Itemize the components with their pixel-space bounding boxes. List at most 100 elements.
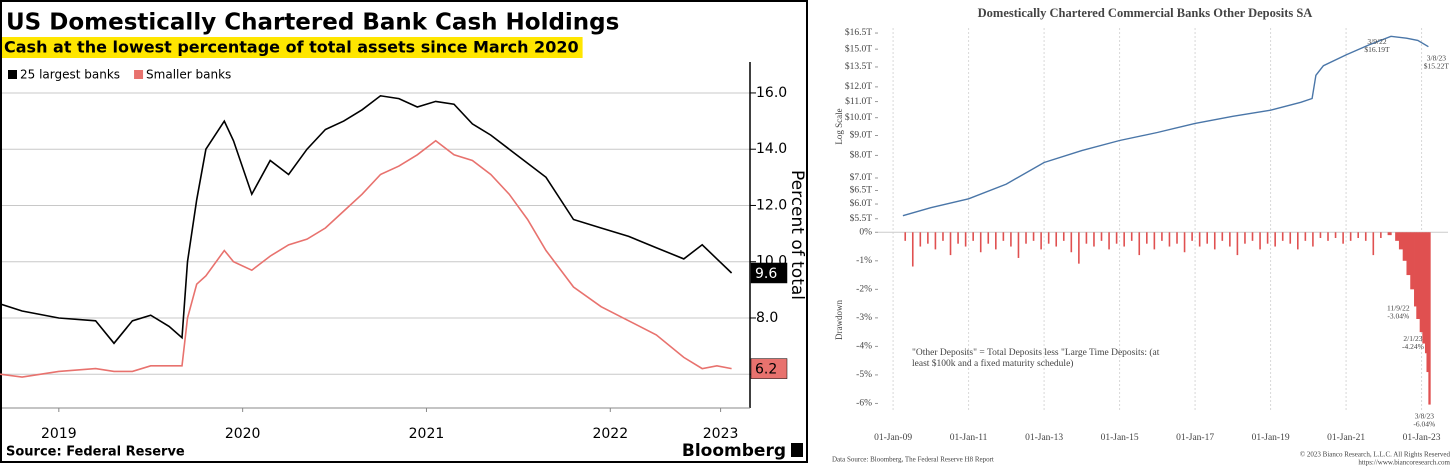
y-tick-label: $7.0T: [850, 172, 873, 183]
bar: [1198, 232, 1201, 247]
bar: [1422, 232, 1426, 344]
y-tick-label: $6.0T: [850, 198, 873, 209]
bar: [1289, 232, 1292, 244]
legend-swatch: [134, 70, 144, 79]
bar: [911, 232, 914, 267]
bar: [1419, 232, 1423, 333]
bar: [1342, 232, 1344, 244]
legend-label: 25 largest banks: [20, 68, 120, 82]
y-tick-label: -4%: [856, 342, 872, 352]
y-tick-label: $5.5T: [850, 213, 873, 224]
bar: [1017, 232, 1020, 258]
bar: [1312, 232, 1314, 247]
bar: [1002, 232, 1005, 241]
bar: [1334, 232, 1337, 238]
bar: [1047, 232, 1050, 244]
y-tick-label: 0%: [859, 227, 872, 237]
x-tick-label: 01-Jan-19: [1252, 433, 1290, 443]
bar: [1085, 232, 1088, 244]
copyright: © 2023 Bianco Research, L.L.C. All Right…: [1300, 451, 1451, 459]
bar: [1213, 232, 1216, 250]
y-tick-label: -5%: [856, 370, 872, 380]
series-line: [0, 94, 733, 345]
bar: [964, 232, 967, 247]
x-tick-label: 2021: [409, 426, 445, 442]
bar: [1387, 232, 1392, 236]
bar: [1221, 232, 1224, 241]
bar: [1108, 232, 1110, 250]
y-tick-label: 16.0: [756, 85, 787, 101]
bar: [1025, 232, 1027, 244]
bar: [1428, 232, 1431, 405]
y-tick-label: $10.0T: [845, 112, 872, 123]
y-tick-label: -1%: [856, 256, 872, 266]
bar: [1236, 232, 1239, 256]
bar: [1402, 232, 1407, 261]
bar: [1130, 232, 1133, 241]
annotation: 3/8/23: [1427, 53, 1446, 62]
x-tick-label: 01-Jan-13: [1025, 433, 1063, 443]
bar: [1266, 232, 1269, 244]
y-axis-label: Log Scale: [834, 108, 844, 144]
x-tick-label: 01-Jan-11: [950, 433, 988, 443]
x-tick-label: 01-Jan-23: [1403, 433, 1441, 443]
bar: [1100, 232, 1103, 241]
y-tick-label: 8.0: [756, 310, 778, 326]
chart-subtitle: Cash at the lowest percentage of total a…: [4, 38, 579, 57]
bar: [1010, 232, 1012, 247]
bar: [1229, 232, 1231, 247]
bar: [942, 232, 944, 241]
bar: [1153, 232, 1156, 250]
bar: [1206, 232, 1209, 244]
annotation: 2/1/23: [1403, 334, 1422, 343]
bar: [1357, 232, 1360, 238]
bar: [1032, 232, 1035, 241]
url: https://www.biancoresearch.com: [1358, 459, 1450, 467]
bar: [927, 232, 929, 244]
bar: [1123, 232, 1125, 247]
bar: [1410, 232, 1415, 290]
bar: [1168, 232, 1171, 247]
end-value-label: 6.2: [755, 362, 777, 378]
y-tick-label: -2%: [856, 285, 872, 295]
bar: [995, 232, 997, 250]
bar: [1406, 232, 1411, 276]
end-value-box: [750, 262, 788, 284]
bar: [1055, 232, 1058, 247]
chart-title: US Domestically Chartered Bank Cash Hold…: [6, 10, 619, 36]
bar: [949, 232, 952, 256]
bar: [1304, 232, 1307, 241]
bar: [972, 232, 974, 241]
y-tick-label: 14.0: [756, 141, 787, 157]
left-chart: US Domestically Chartered Bank Cash Hold…: [0, 10, 807, 461]
bar: [1161, 232, 1163, 241]
bar: [1093, 232, 1095, 247]
source: Data Source: Bloomberg, The Federal Rese…: [832, 456, 994, 464]
note: "Other Deposits" = Total Deposits less "…: [912, 347, 1160, 358]
annotation: $15.22T: [1424, 61, 1450, 70]
x-tick-label: 01-Jan-09: [874, 433, 912, 443]
note: least $100k and a fixed maturity schedul…: [912, 358, 1073, 369]
y-axis-label: Drawdown: [834, 300, 844, 340]
bar: [1281, 232, 1284, 241]
bar: [1070, 232, 1073, 253]
series-line: [902, 35, 1429, 217]
y-axis-label: Percent of total: [787, 170, 807, 300]
bar: [1191, 232, 1193, 241]
annotation: -4.24%: [1402, 342, 1424, 351]
bar: [957, 232, 959, 244]
bar: [1416, 232, 1420, 320]
y-tick-label: $9.0T: [850, 130, 873, 141]
chart-title: Domestically Chartered Commercial Banks …: [978, 6, 1313, 20]
y-tick-label: -6%: [856, 399, 872, 409]
legend-label: Smaller banks: [146, 68, 231, 82]
bar: [1183, 232, 1186, 253]
bar: [1426, 232, 1429, 373]
bar: [904, 232, 907, 241]
bar: [1424, 232, 1427, 354]
legend-swatch: [8, 70, 17, 79]
bar: [1364, 232, 1367, 241]
subtitle-highlight: [2, 37, 583, 58]
bar: [934, 232, 937, 250]
